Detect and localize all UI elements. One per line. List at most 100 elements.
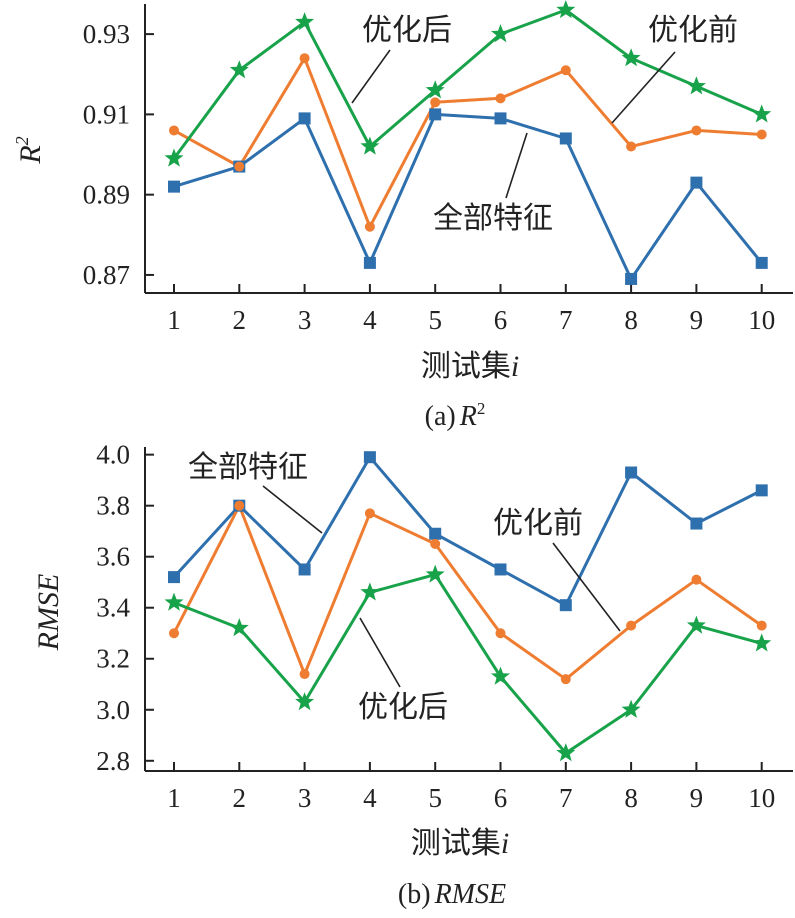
panel-b-y-tick-label: 3.2 (96, 644, 130, 674)
panel-a-point-all (625, 272, 638, 285)
panel-a-point-before (299, 53, 310, 64)
panel-b-label-all: 全部特征 (188, 450, 308, 485)
panel-a-label-all: 全部特征 (433, 201, 553, 236)
panel-a-point-before (234, 161, 245, 172)
svg-text:R2: R2 (12, 136, 47, 164)
panel-b-x-tick-label: 1 (167, 783, 181, 813)
panel-b-point-after (360, 582, 380, 601)
panel-b-y-axis-title: RMSE (32, 574, 65, 652)
panel-a-point-all (755, 256, 768, 269)
panel-a-x-title-var: i (511, 350, 519, 383)
panel-b-x-tick-label: 2 (233, 783, 247, 813)
panel-a-x-title-text: 测试集 (421, 349, 511, 384)
panel-b-x-tick-label: 5 (428, 783, 442, 813)
panel-b-point-all (168, 571, 180, 584)
panel-a-point-all (168, 180, 180, 193)
panel-b-point-all (755, 484, 768, 497)
panel-a-label-before: 优化前 (648, 13, 738, 48)
panel-b-y-tick-label: 2.8 (96, 746, 130, 776)
panel-b-point-after (752, 633, 772, 652)
panel-b-y-tick-label: 3.8 (96, 491, 130, 521)
panel-a-x-tick-label: 4 (363, 305, 377, 335)
panel-a-y-title-sup: 2 (12, 136, 32, 145)
panel-a-y-title-var: R (14, 145, 47, 164)
panel-a-series-line-after (172, 8, 763, 160)
panel-b-y-tick-label: 3.6 (96, 542, 130, 572)
panel-b-y-tick-label: 4.0 (96, 440, 130, 470)
panel-a-x-tick-label: 7 (559, 305, 573, 335)
panel-b-point-after (491, 666, 510, 685)
panel-b-point-after (164, 592, 184, 611)
panel-b-series-line-before (172, 504, 763, 681)
panel-b-leader-before (552, 542, 621, 632)
panel-a-r2-chart: 0.870.890.910.93 1 2 3 4 5 6 7 8 9 10 R2 测试集i (a)… (12, 0, 793, 432)
panel-a-leader-before (611, 51, 676, 124)
panel-b-point-before (169, 628, 179, 639)
panel-b-point-before (495, 628, 506, 639)
panel-b-point-after (686, 615, 706, 634)
panel-a-point-all (494, 112, 507, 125)
panel-a-x-tick-label: 5 (428, 305, 442, 335)
panel-a-point-before (364, 221, 375, 232)
panel-b-point-after (556, 743, 576, 762)
panel-b-series-line-all (172, 455, 763, 607)
panel-a-point-before (169, 125, 179, 136)
panel-b-point-all (363, 451, 376, 464)
panel-b-point-before (560, 674, 571, 685)
panel-b-point-all (494, 563, 507, 576)
panel-b-point-all (625, 466, 638, 479)
panel-a-x-axis-title: 测试集i (421, 349, 519, 384)
panel-a-point-all (559, 132, 572, 145)
panel-b-y-tick-label: 3.4 (96, 593, 130, 623)
panel-b-caption-tag: (b) (398, 879, 431, 910)
panel-a-leader-after (351, 49, 391, 104)
panel-b-point-before (691, 574, 702, 585)
panel-a-point-all (363, 256, 376, 269)
panel-a-point-before (560, 65, 571, 76)
panel-b-leader-after (359, 617, 401, 688)
panel-a-point-after (229, 60, 249, 79)
panel-a-point-after (295, 12, 315, 31)
panel-b-point-all (298, 563, 311, 576)
panel-b-point-after (425, 564, 445, 583)
panel-a-point-after (491, 24, 510, 43)
panel-b-x-tick-label: 7 (559, 783, 573, 813)
panel-a-point-before (430, 97, 441, 108)
panel-b-x-tick-label: 9 (690, 783, 704, 813)
panel-b-point-before (299, 669, 310, 680)
panel-b-point-after (229, 618, 249, 637)
panel-a-caption: (a) R2 (425, 399, 486, 432)
panel-a-x-tick-label: 3 (298, 305, 312, 335)
panel-b-x-tick-label: 4 (363, 783, 377, 813)
panel-b-x-tick-label: 10 (748, 783, 775, 813)
panel-b-point-before (364, 508, 375, 519)
panel-a-series-line-all (173, 112, 763, 281)
panel-b-leader-all (262, 485, 323, 534)
panel-b-label-before: 优化前 (493, 506, 583, 541)
panel-a-y-tick-label: 0.87 (83, 260, 130, 290)
panel-b-x-axis-title: 测试集i (411, 826, 509, 861)
panel-a-series-line-before (173, 56, 762, 229)
panel-b-point-before (234, 500, 245, 511)
panel-b-point-after (621, 699, 641, 718)
panel-a-point-after (425, 80, 445, 99)
panel-a-point-after (556, 0, 576, 19)
panel-a-label-after: 优化后 (362, 13, 452, 48)
panel-b-series-line-after (173, 573, 763, 755)
panel-b-point-all (559, 599, 572, 612)
panel-b-y-tick-label: 3.0 (96, 695, 130, 725)
panel-a-point-before (756, 129, 767, 140)
panel-b-x-tick-label: 8 (624, 783, 638, 813)
panel-a-point-all (298, 112, 311, 125)
panel-b-label-after: 优化后 (358, 690, 448, 725)
panel-b-x-title-var: i (501, 827, 509, 860)
panel-b-x-tick-label: 3 (298, 783, 312, 813)
panel-b-x-tick-label: 6 (494, 783, 508, 813)
panel-a-point-after (686, 76, 706, 95)
panel-a-point-all (690, 176, 703, 189)
panel-a-point-after (752, 104, 772, 123)
panel-a-x-tick-label: 10 (748, 305, 775, 335)
panel-a-point-before (691, 125, 702, 136)
panel-b-y-title-var: RMSE (32, 574, 65, 652)
panel-a-point-after (621, 48, 641, 67)
